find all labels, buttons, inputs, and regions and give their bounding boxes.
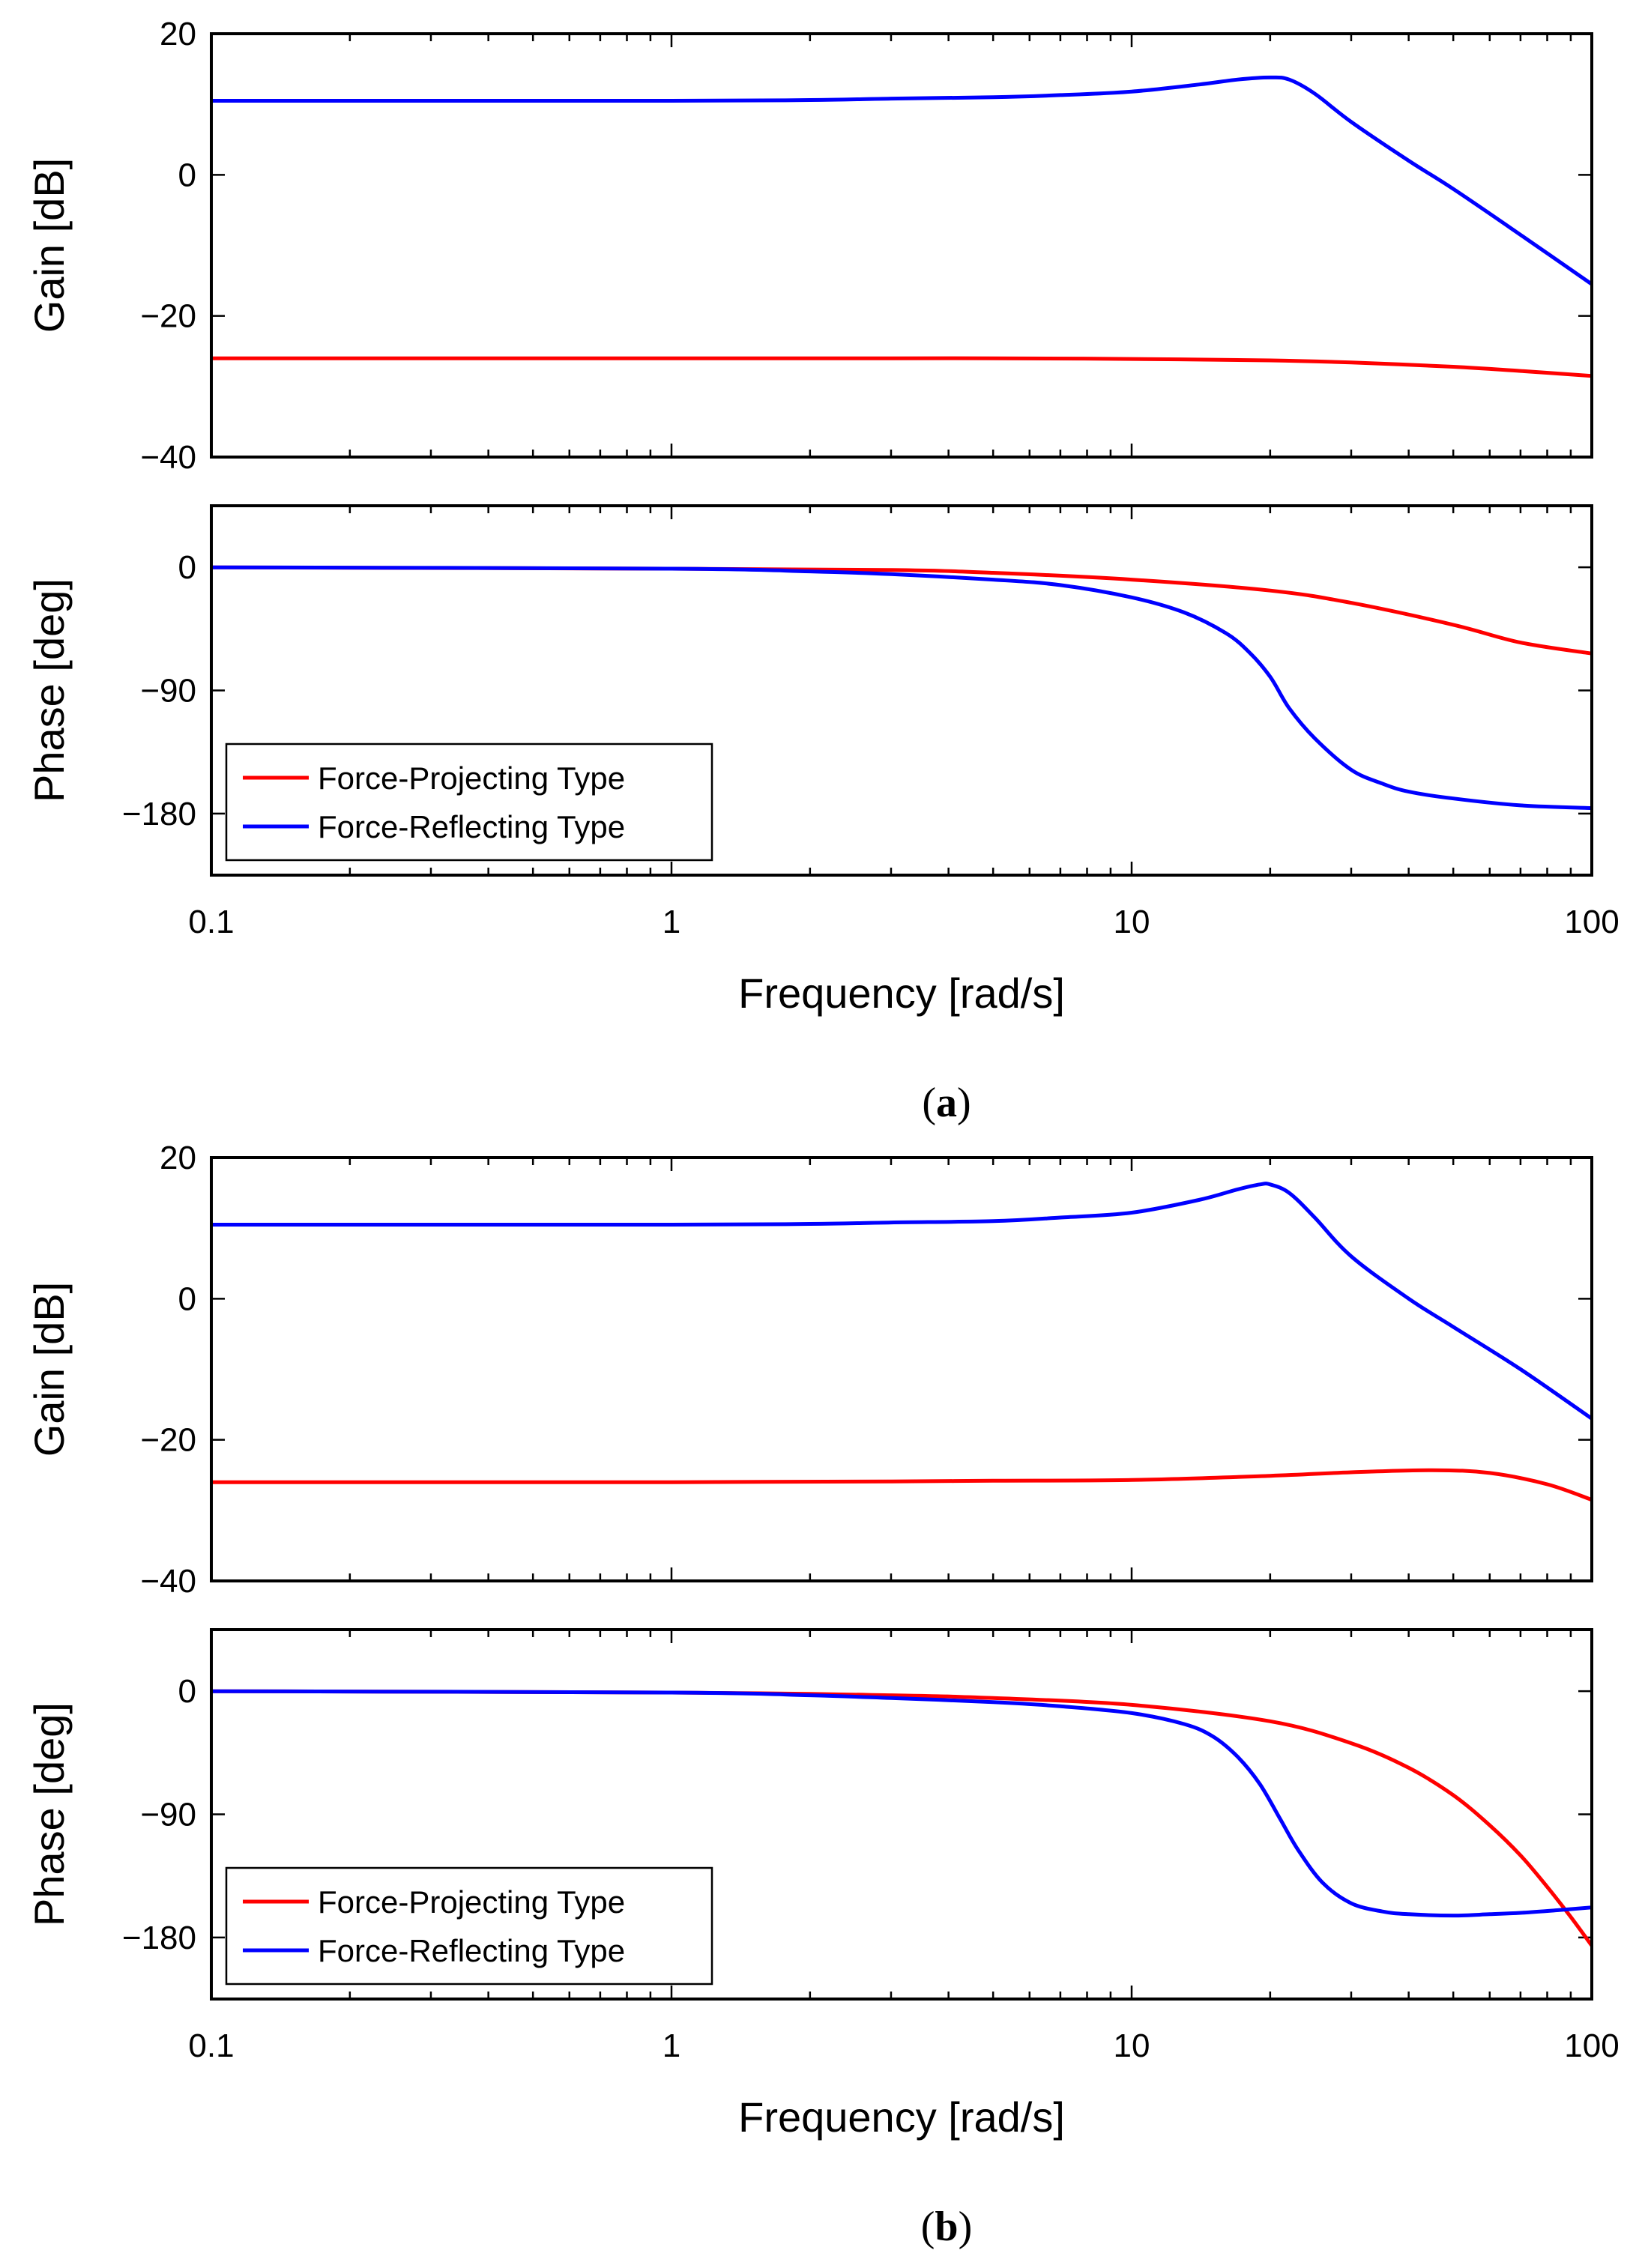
- fig-a-phase-y-tick-label: −90: [140, 673, 196, 710]
- fig-a-phase-y-tick-label: 0: [178, 549, 196, 586]
- fig-b-x-tick-label: 1: [662, 2027, 680, 2064]
- fig-a-gain-curves: [211, 75, 1592, 378]
- fig-b-phase-legend-box: [225, 1866, 713, 1986]
- fig-b-x-axis: 0.1 1 10 100 Frequency [rad/s]: [188, 2027, 1619, 2141]
- fig-b-phase-series-force-reflecting-line: [211, 1689, 1592, 1918]
- fig-a-gain-y-tick-label: −40: [140, 439, 196, 476]
- fig-a-phase-legend: Force-Projecting Type Force-Reflecting Ty…: [225, 743, 713, 862]
- fig-b-x-tick-label: 0.1: [188, 2027, 234, 2064]
- fig-b-x-tick-label: 100: [1564, 2027, 1619, 2064]
- fig-a-gain-series-force-reflecting-line: [211, 75, 1592, 286]
- fig-a-phase-curves: [211, 565, 1592, 810]
- fig-a-gain-series-force-projecting-line: [211, 356, 1592, 378]
- fig-a-caption: (a): [922, 1080, 971, 1126]
- fig-b-gain-y-tick-label: 0: [178, 1280, 196, 1317]
- fig-a-phase-y-axis-label: Phase [deg]: [25, 578, 73, 802]
- fig-b-gain-y-axis-label: Gain [dB]: [25, 1282, 73, 1457]
- fig-a-x-axis: 0.1 1 10 100 Frequency [rad/s]: [188, 904, 1619, 1017]
- fig-b-x-axis-label: Frequency [rad/s]: [738, 2093, 1065, 2141]
- fig-a-phase-panel: 0 −90 −180 Phase [deg] Force-Projecting Type…: [25, 504, 1593, 877]
- fig-b-x-tick-label: 10: [1114, 2027, 1150, 2064]
- legend-label-force-projecting: Force-Projecting Type: [318, 760, 625, 796]
- fig-a-gain-y-tick-label: 0: [178, 157, 196, 193]
- fig-a-gain-axes-frame: [210, 32, 1593, 459]
- fig-b-gain-y-tick-label: −20: [140, 1422, 196, 1459]
- fig-b-phase-curves: [211, 1689, 1592, 1947]
- fig-b-phase-legend: Force-Projecting Type Force-Reflecting Ty…: [225, 1866, 713, 1986]
- fig-b-phase-y-tick-label: −180: [122, 1920, 196, 1956]
- fig-a-phase-series-force-reflecting-line: [211, 565, 1592, 810]
- fig-b-gain-curves: [211, 1182, 1592, 1502]
- fig-a-phase-axes-frame: [210, 504, 1593, 877]
- fig-a-gain-y-tick-label: 20: [160, 16, 196, 52]
- fig-a-x-tick-label: 0.1: [188, 904, 234, 940]
- fig-a-gain-y-axis-label: Gain [dB]: [25, 158, 73, 333]
- fig-b-gain-y-tick-label: 20: [160, 1140, 196, 1176]
- fig-b-phase-panel: 0 −90 −180 Phase [deg] Force-Projecting Type…: [25, 1628, 1593, 2001]
- fig-b-gain-axes-frame: [210, 1156, 1593, 1582]
- fig-a-x-tick-label: 1: [662, 904, 680, 940]
- fig-a-phase-legend-box: [225, 743, 713, 862]
- fig-a-x-tick-label: 100: [1564, 904, 1619, 940]
- fig-b-phase-y-tick-label: −90: [140, 1797, 196, 1833]
- legend-label-force-reflecting: Force-Reflecting Type: [318, 1933, 625, 1968]
- fig-b-phase-axes-frame: [210, 1628, 1593, 2001]
- fig-a-phase-series-force-projecting-line: [211, 565, 1592, 656]
- fig-b-gain-y-tick-label: −40: [140, 1563, 196, 1600]
- fig-b-gain-series-force-reflecting-line: [211, 1182, 1592, 1421]
- fig-a-gain-panel: 20 0 −20 −40 Gain [dB]: [25, 16, 1593, 476]
- fig-a-x-axis-label: Frequency [rad/s]: [738, 970, 1065, 1017]
- legend-label-force-reflecting: Force-Reflecting Type: [318, 809, 625, 844]
- fig-a-x-tick-label: 10: [1114, 904, 1150, 940]
- fig-a-gain-y-tick-label: −20: [140, 298, 196, 335]
- fig-a-phase-y-tick-label: −180: [122, 796, 196, 832]
- fig-b-gain-panel: 20 0 −20 −40 Gain [dB]: [25, 1140, 1593, 1600]
- fig-b-gain-series-force-projecting-line: [211, 1468, 1592, 1502]
- fig-b-caption: (b): [921, 2204, 972, 2250]
- fig-b-phase-y-tick-label: 0: [178, 1673, 196, 1710]
- legend-label-force-projecting: Force-Projecting Type: [318, 1884, 625, 1920]
- fig-b-phase-y-axis-label: Phase [deg]: [25, 1702, 73, 1926]
